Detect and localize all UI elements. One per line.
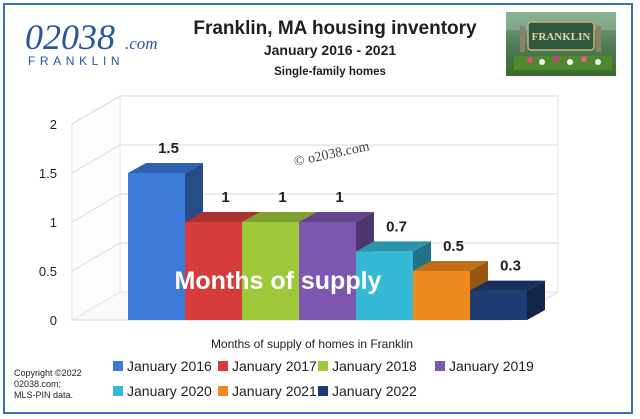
bar-top (470, 280, 545, 291)
bar-front (185, 222, 242, 320)
y-tick-label: 0 (50, 313, 57, 328)
bar-top (356, 241, 431, 252)
y-tick-label: 1 (50, 215, 57, 230)
y-tick-label: 2 (50, 117, 57, 132)
legend-swatch (318, 361, 328, 371)
bar-front (242, 222, 299, 320)
legend-label: January 2019 (449, 358, 534, 374)
bar-front (470, 290, 527, 320)
chart-title: Franklin, MA housing inventory (193, 18, 477, 39)
legend-item: January 2017 (218, 358, 317, 374)
y-axis-ticks: 0 0.5 1 1.5 2 (39, 117, 57, 328)
data-label: 1 (278, 189, 286, 206)
data-label: 1 (221, 189, 229, 206)
bar-top (413, 261, 488, 271)
bar-front (128, 173, 185, 320)
legend-swatch (113, 361, 123, 371)
legend-item: January 2020 (113, 383, 212, 399)
months-of-supply-overlay: Months of supply (175, 267, 382, 295)
legend-swatch (318, 386, 328, 396)
bar-front (299, 222, 356, 320)
bar-top (242, 212, 317, 222)
legend-label: January 2022 (332, 383, 417, 399)
bar (470, 280, 545, 320)
legend-swatch (218, 386, 228, 396)
data-labels: 1.5 1 1 1 0.7 0.5 0.3 (158, 140, 521, 275)
legend-swatch (113, 386, 123, 396)
bar (128, 163, 203, 320)
legend-label: January 2021 (232, 383, 317, 399)
legend-label: January 2016 (127, 358, 212, 374)
sign-text: FRANKLIN (532, 31, 591, 43)
gridline-side (71, 193, 121, 223)
copyright-block: Copyright ©2022 02038.com; MLS-PIN data. (14, 368, 82, 400)
bar-top (185, 212, 260, 222)
legend: January 2016 January 2017 January 2018 Janu… (113, 358, 534, 399)
x-axis-label: Months of supply of homes in Franklin (211, 337, 413, 351)
legend-label: January 2020 (127, 383, 212, 399)
data-label: 0.5 (443, 238, 464, 255)
data-label: 1 (335, 189, 343, 206)
bar-front (413, 271, 470, 320)
legend-label: January 2017 (232, 358, 317, 374)
chart-subtitle: January 2016 - 2021 (264, 42, 397, 58)
logo: 02038 .com FRANKLIN (25, 17, 158, 68)
copyright-line-1: Copyright ©2022 (14, 368, 82, 378)
legend-swatch (435, 361, 445, 371)
data-label: 0.3 (500, 258, 521, 275)
legend-item: January 2018 (318, 358, 417, 374)
logo-town: FRANKLIN (28, 54, 124, 68)
legend-swatch (218, 361, 228, 371)
logo-suffix: .com (125, 34, 158, 53)
bars (128, 163, 545, 320)
legend-item: January 2022 (318, 383, 417, 399)
copyright-line-2: 02038.com; (14, 379, 61, 389)
data-label: 1.5 (158, 140, 179, 157)
logo-number: 02038 (25, 17, 115, 57)
y-tick-label: 1.5 (39, 166, 57, 181)
copyright-line-3: MLS-PIN data. (14, 390, 73, 400)
y-tick-label: 0.5 (39, 264, 57, 279)
bar-side (527, 280, 545, 320)
gridline-side (71, 242, 121, 272)
legend-item: January 2021 (218, 383, 317, 399)
legend-item: January 2016 (113, 358, 212, 374)
data-label: 0.7 (386, 218, 407, 235)
franklin-sign-photo: FRANKLIN (506, 12, 616, 76)
chart-subtitle2: Single-family homes (274, 66, 386, 78)
bar-top (128, 163, 203, 173)
gridline-side (71, 95, 121, 125)
bar-top (299, 212, 374, 222)
gridline-side (71, 144, 121, 174)
bar-front (356, 251, 413, 320)
legend-item: January 2019 (435, 358, 534, 374)
legend-label: January 2018 (332, 358, 417, 374)
